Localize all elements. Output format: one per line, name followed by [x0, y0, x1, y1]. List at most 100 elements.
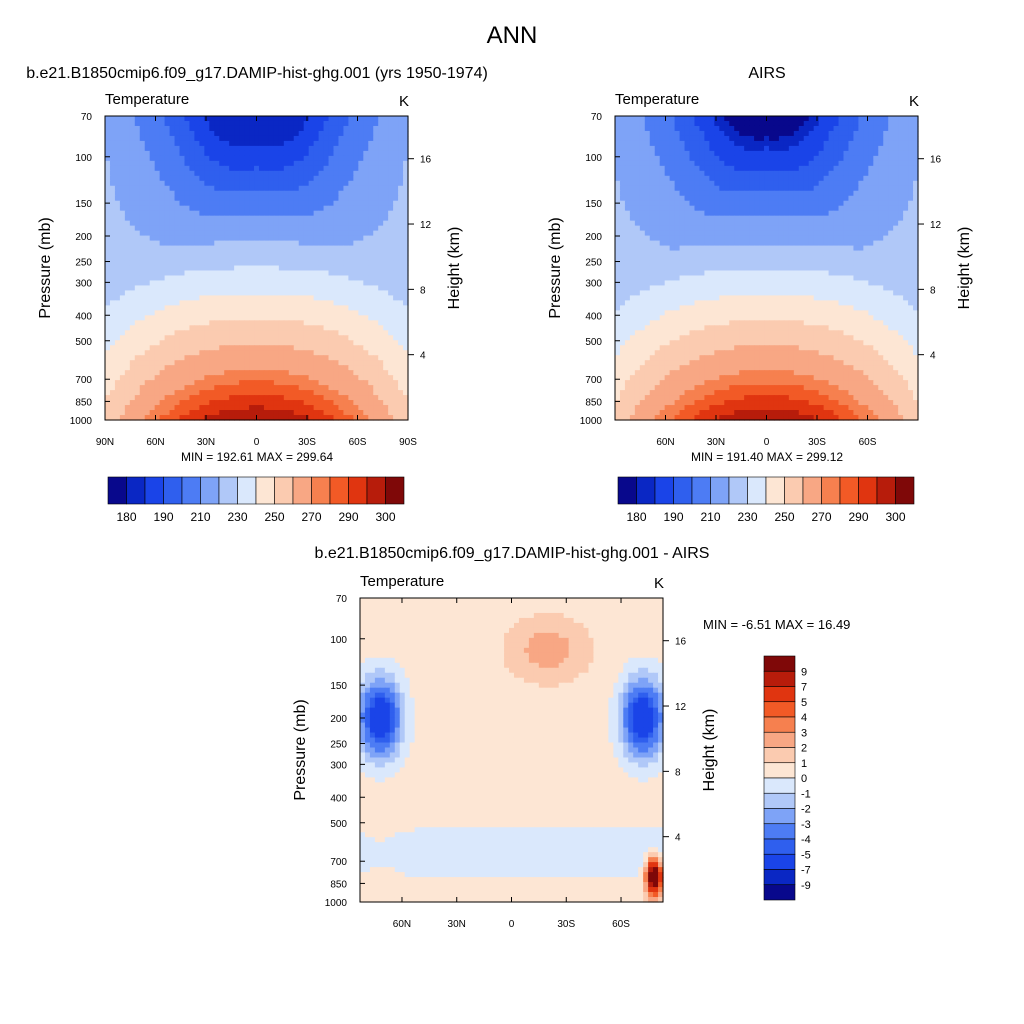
panel-1-cell [323, 165, 330, 172]
panel-1-cell [209, 180, 215, 187]
panel-1-cell [234, 155, 240, 162]
panel-2-cell [803, 170, 810, 177]
panel-1-cell [194, 120, 200, 127]
panel-2-cell [714, 160, 720, 167]
panel-1-cell [328, 125, 335, 132]
panel-1-cell [119, 250, 126, 257]
panel-2-cell [694, 205, 701, 212]
panel-1-cell [343, 180, 349, 187]
panel-1-cell [363, 345, 369, 351]
panel-2-cell [843, 170, 850, 177]
panel-2-cell [709, 200, 715, 207]
panel-1-cell [129, 235, 136, 242]
panel-1-cell [144, 305, 151, 311]
panel-1-cell [174, 220, 181, 227]
panel-2-cell [634, 185, 641, 192]
panel-2-cell [639, 185, 646, 192]
panel-1-cell [149, 285, 156, 292]
panel-1-cell [368, 330, 374, 336]
panel-1-cell [109, 250, 116, 257]
panel-1-cell [388, 320, 394, 326]
panel-1-cell [318, 310, 325, 316]
panel-1-cell [303, 290, 310, 297]
panel-1-cell [378, 290, 384, 297]
panel-1-cell [368, 170, 374, 177]
panel-1-cell [283, 195, 290, 202]
panel-1-cell [358, 355, 364, 361]
panel-1-cell [144, 160, 151, 167]
panel-1-cell [328, 320, 335, 326]
panel-1-cell [318, 290, 325, 297]
panel-2-cell [868, 180, 874, 187]
panel-2-cell [848, 170, 855, 177]
panel-1-cell [214, 380, 220, 386]
panel-1-cell [368, 345, 374, 351]
panel-2-cell [724, 145, 730, 152]
panel-2-cell [699, 205, 706, 212]
panel-1-cell [318, 380, 325, 386]
panel-1-cell [393, 395, 399, 401]
panel-2-cell [619, 190, 626, 197]
panel-2-cell [679, 130, 686, 137]
panel-2-cell [878, 150, 884, 157]
panel-1-cell [393, 335, 399, 341]
panel-2-cell [739, 205, 745, 212]
panel-2-cell [754, 210, 760, 217]
panel-1-cell [278, 335, 285, 341]
panel-1-cell [258, 185, 265, 192]
panel-1-cell [258, 415, 265, 421]
panel-1-cell [278, 275, 285, 282]
panel-1-cell [293, 155, 300, 162]
panel-1-cell [403, 380, 409, 386]
panel-1-cell [333, 255, 340, 262]
panel-1-cell [164, 155, 171, 162]
panel-1-cell [149, 335, 156, 341]
panel-1-cell [338, 185, 345, 192]
panel-1-cell [174, 295, 181, 301]
panel-1-cell [144, 290, 151, 297]
panel-1-cell [169, 150, 176, 157]
panel-1-cell [343, 175, 349, 182]
panel-1-cell [204, 360, 210, 366]
panel-1-cell [318, 205, 325, 212]
panel-1-cell [234, 410, 240, 416]
panel-1-cell [169, 185, 176, 192]
panel-1-cell [105, 165, 111, 172]
panel-1-cell [249, 340, 255, 346]
panel-1-cell [343, 125, 349, 132]
panel-1-cell [398, 380, 404, 386]
panel-1-cell [244, 190, 250, 197]
panel-1-cell [318, 300, 325, 306]
panel-1-cell [114, 310, 121, 316]
panel-1-cell [249, 370, 255, 376]
panel-1-cell [164, 320, 171, 326]
panel-2-cell [739, 165, 745, 172]
panel-1-cell [254, 385, 260, 391]
panel-1-cell [393, 400, 399, 406]
panel-1-cell [219, 325, 225, 331]
panel-2-cell [903, 205, 909, 212]
panel-1-cell [129, 230, 136, 237]
panel-2-cell [664, 185, 671, 192]
panel-1-cell [229, 285, 235, 292]
panel-1-cell [124, 195, 131, 202]
panel-1-cell [254, 290, 260, 297]
panel-2-cell [704, 160, 710, 167]
panel-2-cell [818, 170, 825, 177]
panel-1-cell [184, 290, 191, 297]
panel-1-cell [184, 410, 191, 416]
panel-1-cell [403, 165, 409, 172]
panel-1-cell [154, 410, 161, 416]
panel-2-cell [719, 210, 725, 217]
panel-1-cell [139, 285, 146, 292]
panel-1-cell [204, 175, 210, 182]
panel-2-cell [873, 120, 879, 127]
panel-1-stats: MIN = 192.61 MAX = 299.64 [181, 450, 333, 464]
panel-1-cell [184, 140, 191, 147]
panel-1-cell [263, 390, 270, 396]
panel-2-cell [654, 200, 661, 207]
panel-1-cell [393, 225, 399, 232]
panel-1-cell [149, 210, 156, 217]
panel-1-cell [358, 325, 364, 331]
panel-1-cell [184, 340, 191, 346]
